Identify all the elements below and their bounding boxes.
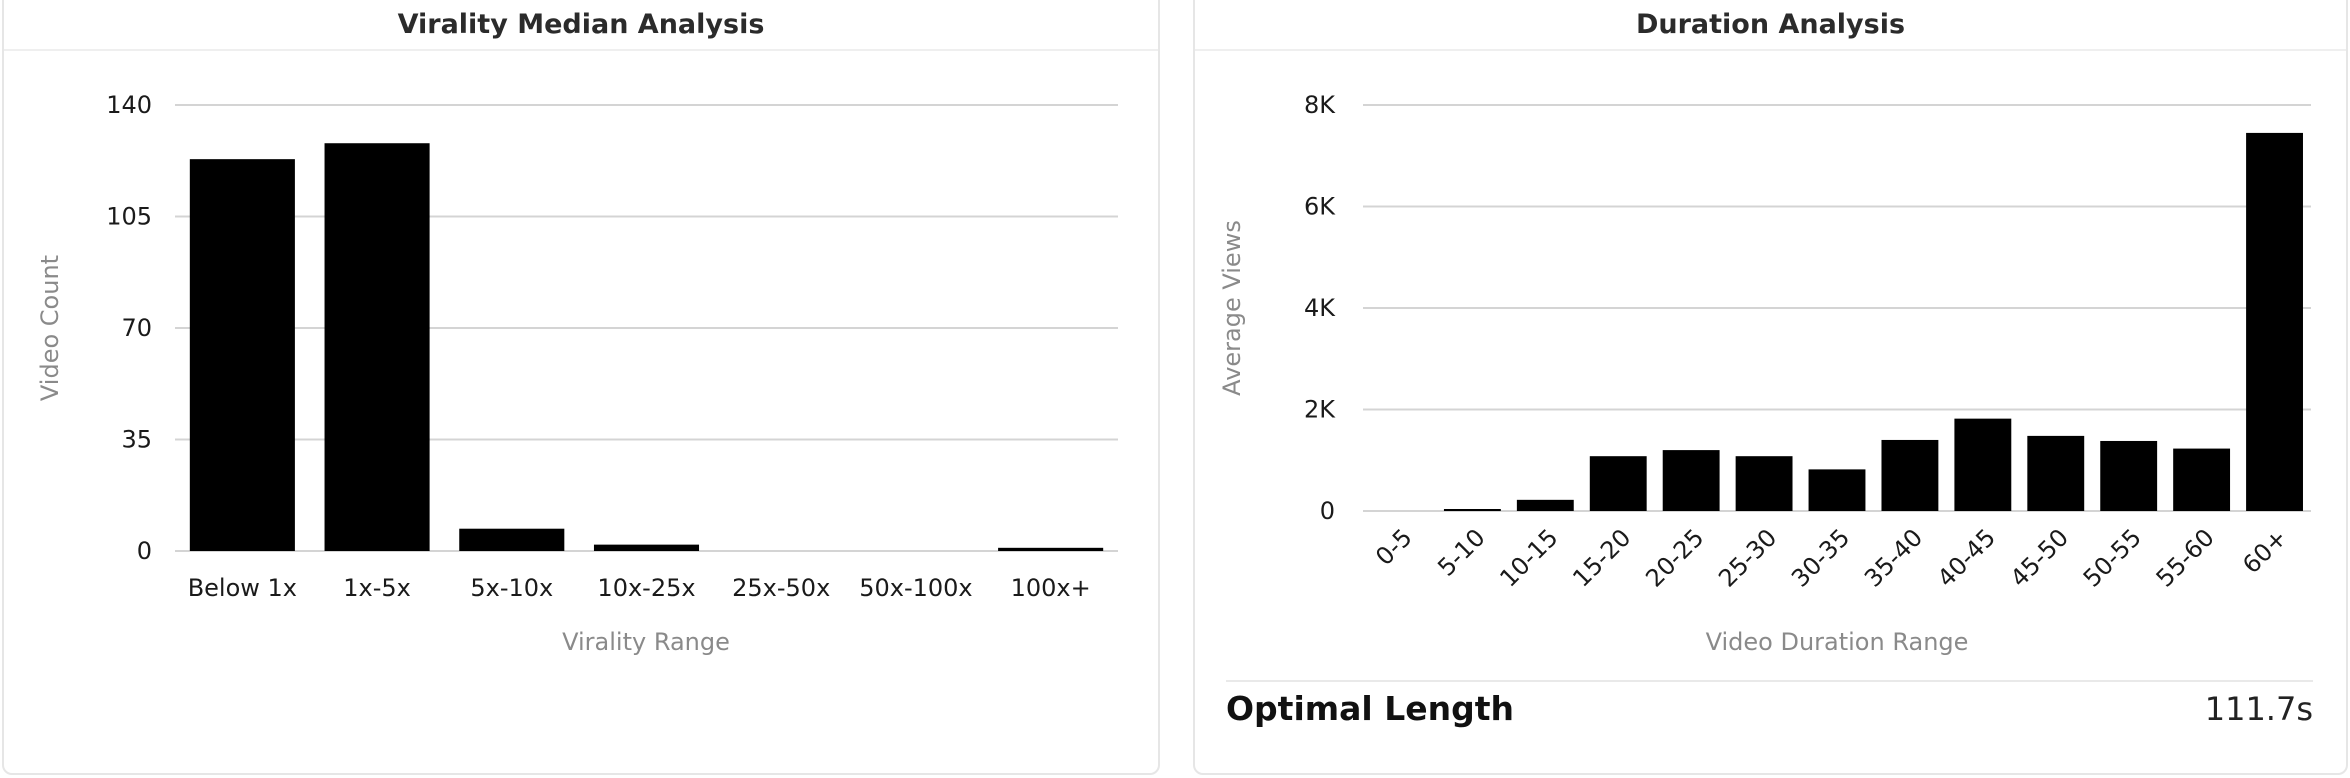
duration-chart-title: Duration Analysis bbox=[1635, 9, 1906, 40]
virality-bar bbox=[593, 544, 700, 551]
duration-bar bbox=[1881, 439, 1939, 511]
duration-bar bbox=[2100, 440, 2158, 511]
virality-y-axis-title: Video Count bbox=[36, 255, 64, 401]
duration-chart-header: Duration Analysis bbox=[1195, 2, 2346, 51]
duration-x-tick-label: 30-35 bbox=[1786, 523, 1855, 592]
duration-x-tick-label: 50-55 bbox=[2078, 523, 2147, 592]
duration-x-tick-label: 45-50 bbox=[2005, 523, 2074, 592]
duration-x-tick-label: 40-45 bbox=[1932, 523, 2001, 592]
duration-x-tick-label: 10-15 bbox=[1494, 523, 1563, 592]
duration-x-tick-label: 35-40 bbox=[1859, 523, 1928, 592]
virality-x-tick-label: 10x-25x bbox=[597, 574, 695, 602]
duration-x-tick-label: 0-5 bbox=[1370, 523, 1418, 571]
duration-bar bbox=[1589, 456, 1647, 511]
virality-x-tick-label: 25x-50x bbox=[732, 574, 830, 602]
virality-x-tick-label: 100x+ bbox=[1011, 574, 1091, 602]
duration-chart-card: Duration Analysis 0 2K 4K 6K 8K 0-5 5-10 10-15 1… bbox=[1193, 0, 2348, 775]
virality-y-tick-label: 70 bbox=[121, 314, 152, 342]
duration-bar bbox=[1735, 456, 1793, 511]
duration-x-tick-label: 15-20 bbox=[1567, 523, 1636, 592]
duration-y-tick-label: 2K bbox=[1304, 396, 1336, 424]
virality-bar bbox=[998, 547, 1104, 551]
duration-x-tick-label: 55-60 bbox=[2151, 523, 2220, 592]
duration-x-tick-label: 5-10 bbox=[1432, 523, 1490, 581]
virality-y-tick-label: 105 bbox=[106, 203, 152, 231]
duration-y-tick-label: 4K bbox=[1304, 294, 1336, 322]
duration-y-axis-title: Average Views bbox=[1218, 220, 1246, 396]
virality-y-tick-label: 0 bbox=[137, 537, 152, 565]
virality-bar bbox=[324, 143, 430, 551]
virality-bar bbox=[189, 159, 295, 551]
duration-bar bbox=[2246, 132, 2303, 511]
duration-x-tick-label: 25-30 bbox=[1713, 523, 1782, 592]
duration-x-tick-label: 60+ bbox=[2237, 523, 2293, 579]
duration-bar bbox=[1954, 418, 2012, 511]
duration-x-tick-label: 20-25 bbox=[1640, 523, 1709, 592]
virality-chart-title: Virality Median Analysis bbox=[397, 9, 765, 40]
virality-x-tick-label: 5x-10x bbox=[470, 574, 553, 602]
virality-x-tick-label: 1x-5x bbox=[343, 574, 411, 602]
duration-x-axis-title: Video Duration Range bbox=[1706, 628, 1969, 656]
virality-x-tick-label: Below 1x bbox=[188, 574, 297, 602]
duration-y-tick-label: 0 bbox=[1320, 497, 1335, 525]
duration-bar bbox=[2027, 435, 2085, 511]
virality-y-tick-label: 140 bbox=[106, 91, 152, 119]
virality-y-tick-label: 35 bbox=[121, 426, 152, 454]
duration-bar bbox=[1662, 450, 1720, 511]
duration-y-tick-label: 8K bbox=[1304, 91, 1336, 119]
duration-y-tick-label: 6K bbox=[1304, 193, 1336, 221]
duration-bar bbox=[1808, 469, 1866, 511]
virality-chart: 0 35 70 105 140 Below 1x 1x-5x 5x-10x 10x-25x 25x… bbox=[36, 91, 1118, 656]
duration-chart: 0 2K 4K 6K 8K 0-5 5-10 10-15 15-20 20-25 25-30 30-3… bbox=[1218, 91, 2311, 656]
optimal-length-label: Optimal Length bbox=[1226, 689, 1515, 728]
virality-x-tick-label: 50x-100x bbox=[859, 574, 972, 602]
summary-divider bbox=[1226, 680, 2313, 682]
virality-bar bbox=[459, 528, 565, 551]
virality-chart-card: Virality Median Analysis 0 35 70 105 140 Belo… bbox=[2, 0, 1160, 775]
optimal-length-value: 111.7s bbox=[2204, 690, 2313, 728]
duration-bar bbox=[1443, 509, 1501, 511]
virality-x-axis-title: Virality Range bbox=[562, 628, 730, 656]
duration-bar bbox=[1516, 499, 1574, 511]
duration-bar bbox=[2173, 448, 2231, 511]
virality-chart-header: Virality Median Analysis bbox=[4, 2, 1158, 51]
